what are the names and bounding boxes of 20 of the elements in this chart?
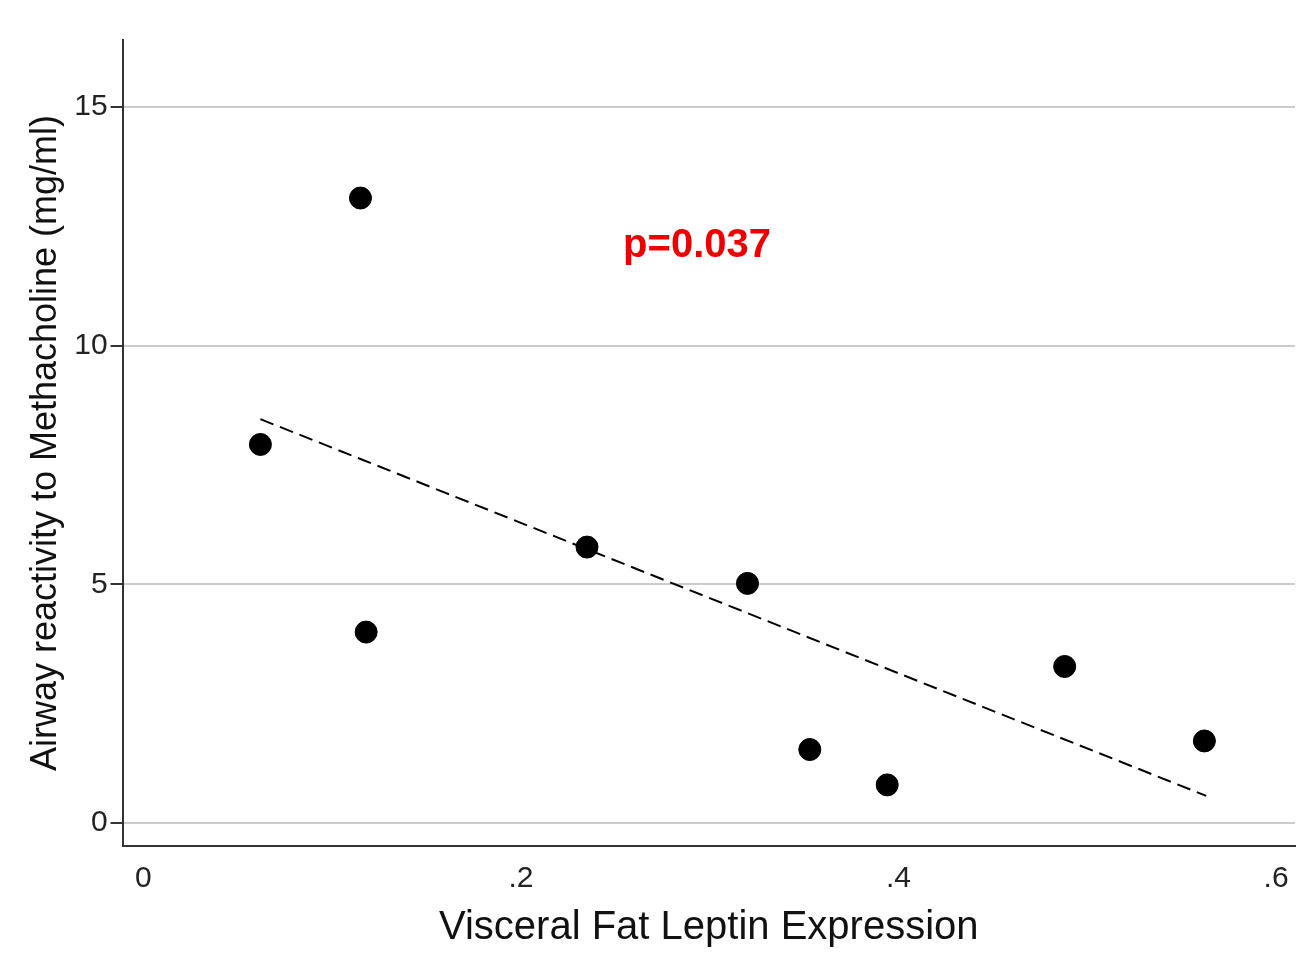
x-tick-label: 0 (134, 860, 152, 894)
point (354, 620, 378, 644)
y-tick-label: 10 (74, 326, 108, 360)
point (248, 432, 272, 456)
y-tick-label: 0 (90, 804, 108, 838)
x-axis-title: Visceral Fat Leptin Expression (439, 903, 979, 948)
point (348, 186, 372, 210)
point (875, 773, 899, 797)
point (575, 535, 599, 559)
y-tick-label: 15 (74, 88, 108, 122)
point (798, 738, 822, 762)
point (735, 571, 759, 595)
point (1192, 729, 1216, 753)
annotation: p=0.037 (623, 220, 772, 265)
y-tick-label: 5 (90, 565, 108, 599)
x-tick-label: .2 (508, 860, 534, 894)
point (1053, 654, 1077, 678)
y-axis-title: Airway reactivity to Methacholine (mg/ml) (22, 114, 64, 772)
x-tick-label: .6 (1263, 860, 1289, 894)
x-tick-label: .4 (886, 860, 912, 894)
